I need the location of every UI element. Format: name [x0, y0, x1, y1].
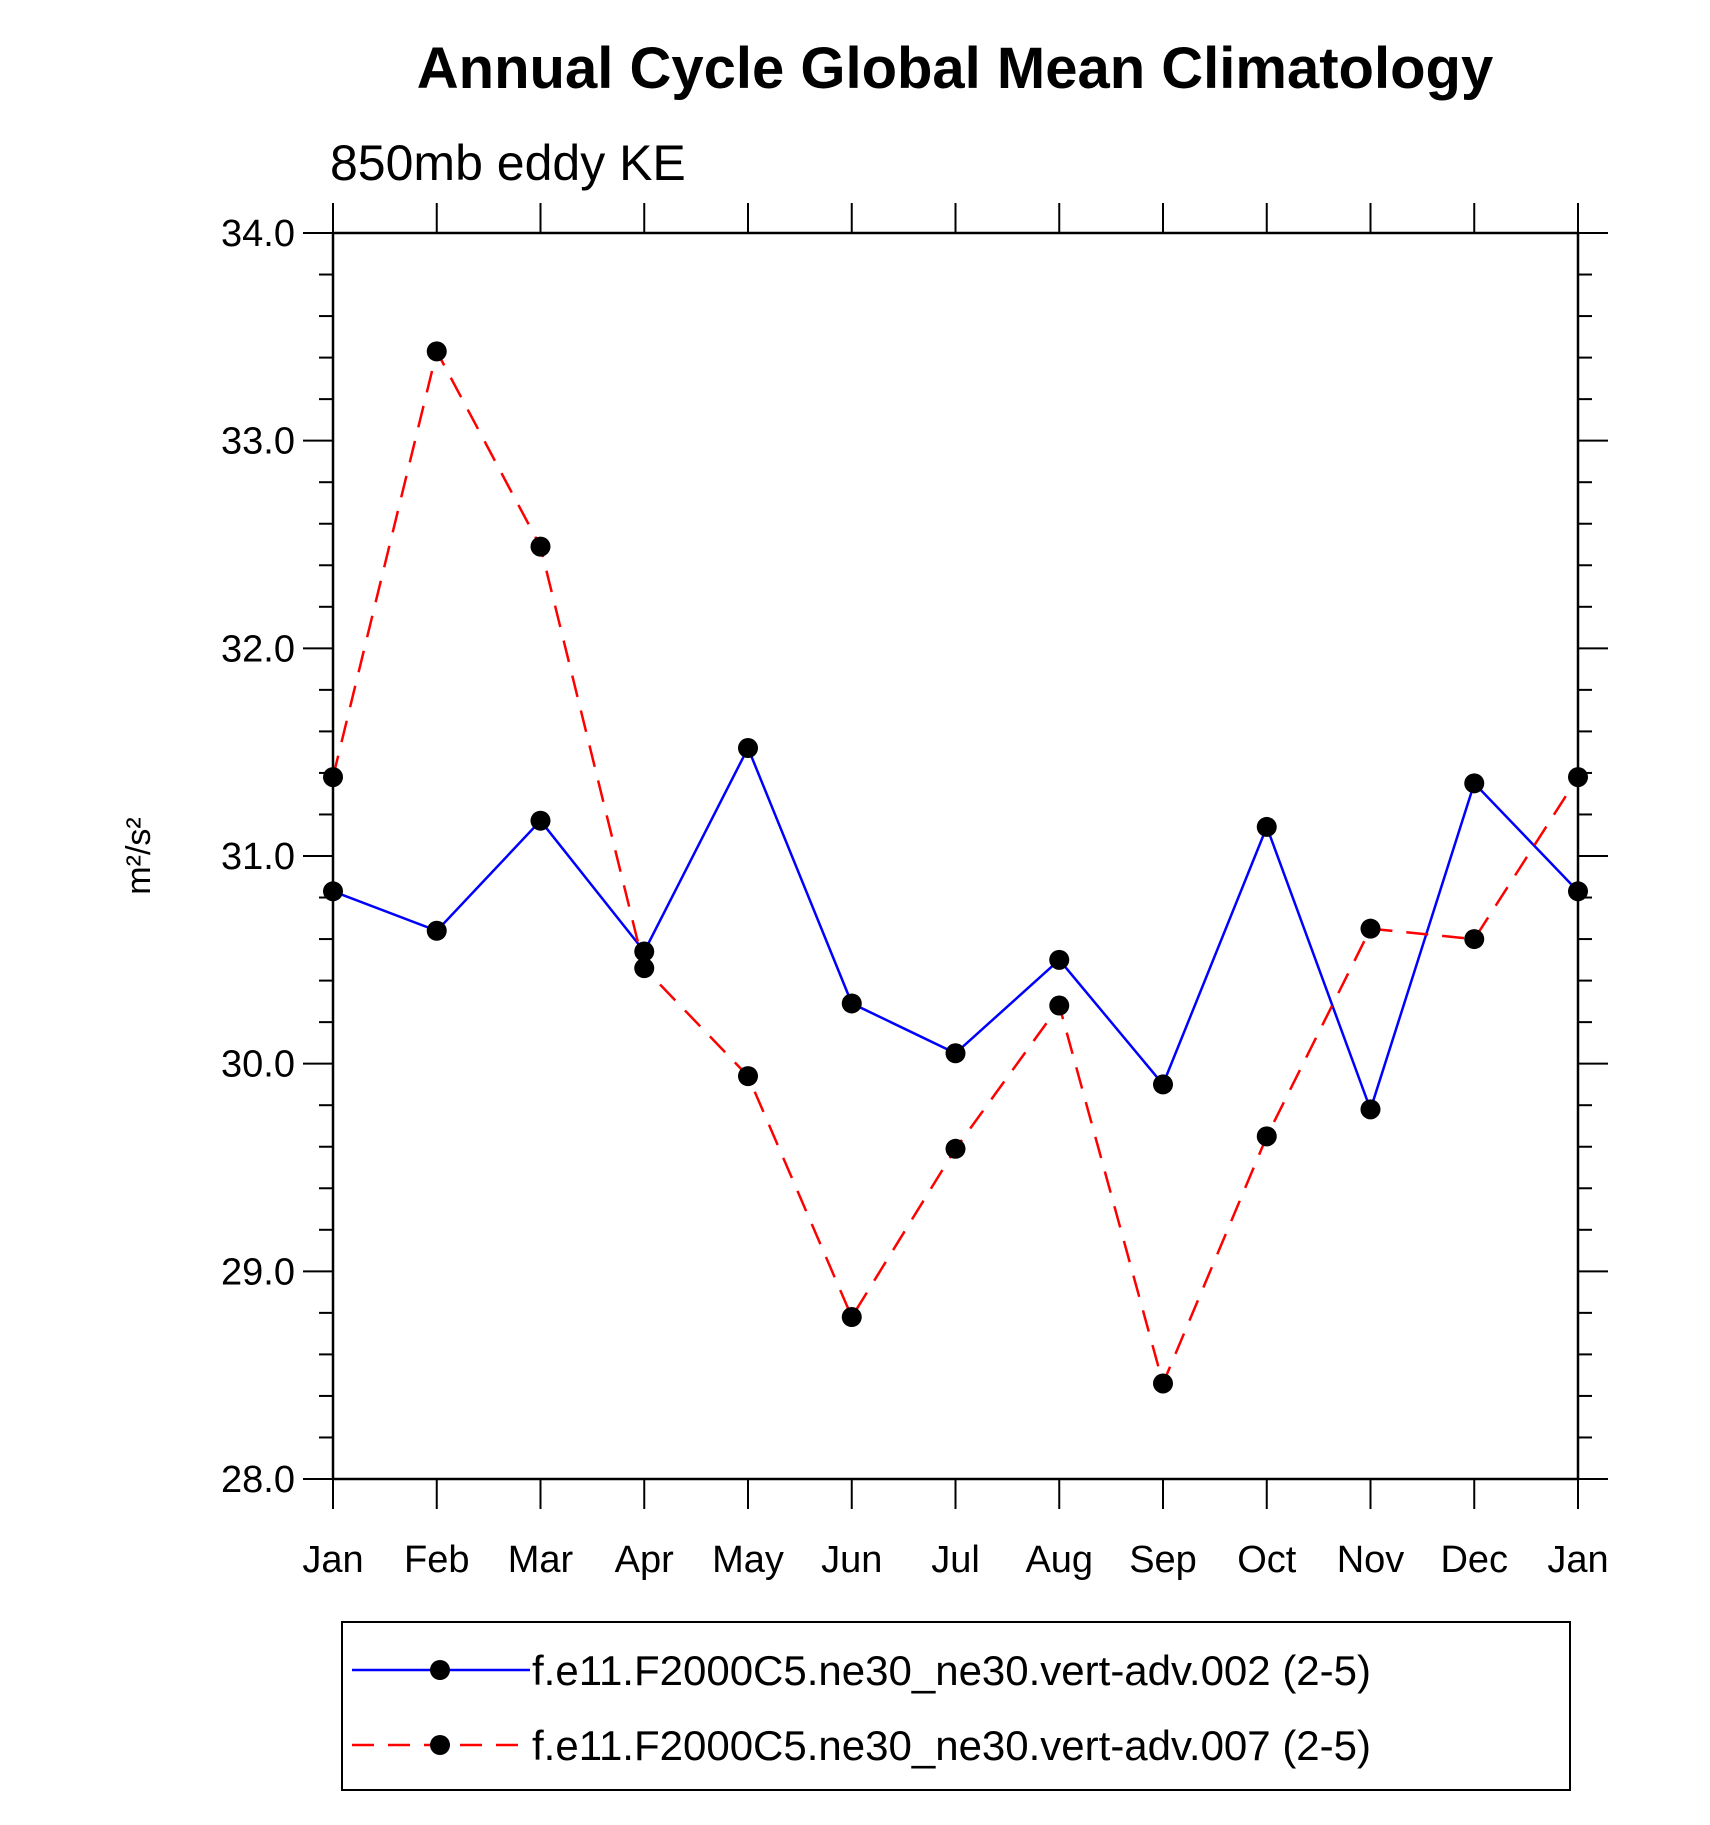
data-point-series-2 [426, 341, 447, 362]
data-point-series-1 [323, 881, 343, 902]
data-point-series-1 [634, 941, 655, 962]
data-point-series-1 [1256, 816, 1277, 837]
chart-title: Annual Cycle Global Mean Climatology [417, 36, 1493, 101]
data-point-series-1 [1568, 881, 1588, 902]
data-point-series-2 [1153, 1373, 1173, 1394]
data-point-series-1 [1049, 949, 1070, 970]
legend-marker-series-1 [430, 1660, 450, 1680]
data-point-series-2 [1464, 929, 1485, 950]
y-tick-labels: 28.0 29.0 30.0 31.0 32.0 33.0 34.0 [221, 213, 295, 1501]
data-point-series-1 [738, 738, 758, 759]
data-point-series-1 [1360, 1099, 1381, 1120]
y-tick-label: 33.0 [221, 421, 295, 463]
x-tick-label: Mar [508, 1539, 574, 1581]
data-point-series-1 [530, 810, 551, 831]
data-point-series-1 [426, 920, 447, 941]
data-point-series-2 [1049, 995, 1070, 1016]
series-points [323, 341, 1588, 1394]
x-tick-label: May [712, 1539, 784, 1581]
y-axis-label: m²/s² [120, 817, 158, 894]
data-point-series-2 [1256, 1126, 1277, 1147]
x-tick-label: Jun [821, 1539, 882, 1581]
y-tick-label: 34.0 [221, 213, 295, 255]
series-lines [331, 347, 1580, 1388]
plot-frame [331, 231, 1580, 1481]
x-tick-label: Jul [931, 1539, 980, 1581]
data-point-series-2 [634, 958, 655, 979]
data-point-series-2 [1360, 918, 1381, 939]
x-tick-label: Jan [1547, 1539, 1608, 1581]
y-tick-label: 28.0 [221, 1459, 295, 1501]
y-tick-label: 32.0 [221, 628, 295, 670]
x-tick-label: Feb [404, 1539, 469, 1581]
legend-marker-series-2 [430, 1735, 450, 1755]
data-point-series-2 [945, 1138, 966, 1159]
y-tick-label: 30.0 [221, 1044, 295, 1086]
data-point-series-2 [530, 536, 551, 557]
data-point-series-2 [1568, 767, 1588, 788]
y-tick-label: 29.0 [221, 1251, 295, 1293]
legend-box [341, 1621, 1571, 1791]
data-point-series-2 [841, 1307, 862, 1328]
x-tick-labels: Jan Feb Mar Apr May Jun Jul Aug Sep Oct Nov Dec Jan [302, 1539, 1608, 1581]
x-tick-label: Sep [1129, 1539, 1197, 1581]
x-tick-label: Aug [1025, 1539, 1093, 1581]
legend: f.e11.F2000C5.ne30_ne30.vert-adv.002 (2-… [341, 1621, 1571, 1791]
legend-label-series-2: f.e11.F2000C5.ne30_ne30.vert-adv.007 (2-… [532, 1722, 1371, 1769]
x-tick-label: Apr [615, 1539, 674, 1581]
data-point-series-1 [841, 993, 862, 1014]
data-point-series-1 [1153, 1074, 1173, 1095]
series-line-2 [331, 347, 1580, 1388]
chart-subtitle: 850mb eddy KE [330, 135, 686, 191]
x-tick-label: Nov [1337, 1539, 1405, 1581]
data-point-series-1 [1464, 773, 1485, 794]
data-point-series-2 [738, 1066, 758, 1087]
axis-ticks [303, 203, 1608, 1509]
data-point-series-2 [323, 767, 343, 788]
x-tick-label: Dec [1440, 1539, 1508, 1581]
x-tick-label: Jan [302, 1539, 363, 1581]
x-tick-label: Oct [1237, 1539, 1297, 1581]
data-point-series-1 [945, 1043, 966, 1064]
legend-label-series-1: f.e11.F2000C5.ne30_ne30.vert-adv.002 (2-… [532, 1647, 1371, 1694]
y-tick-label: 31.0 [221, 836, 295, 878]
